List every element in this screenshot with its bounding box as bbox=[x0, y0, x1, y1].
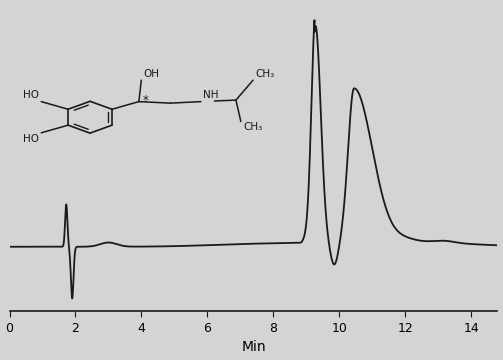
Text: NH: NH bbox=[203, 90, 218, 100]
Text: HO: HO bbox=[23, 90, 39, 100]
Text: *: * bbox=[143, 94, 149, 107]
Text: HO: HO bbox=[23, 134, 39, 144]
Text: CH₃: CH₃ bbox=[256, 69, 275, 79]
Text: CH₃: CH₃ bbox=[243, 122, 263, 132]
X-axis label: Min: Min bbox=[241, 341, 266, 355]
Text: OH: OH bbox=[144, 69, 160, 79]
